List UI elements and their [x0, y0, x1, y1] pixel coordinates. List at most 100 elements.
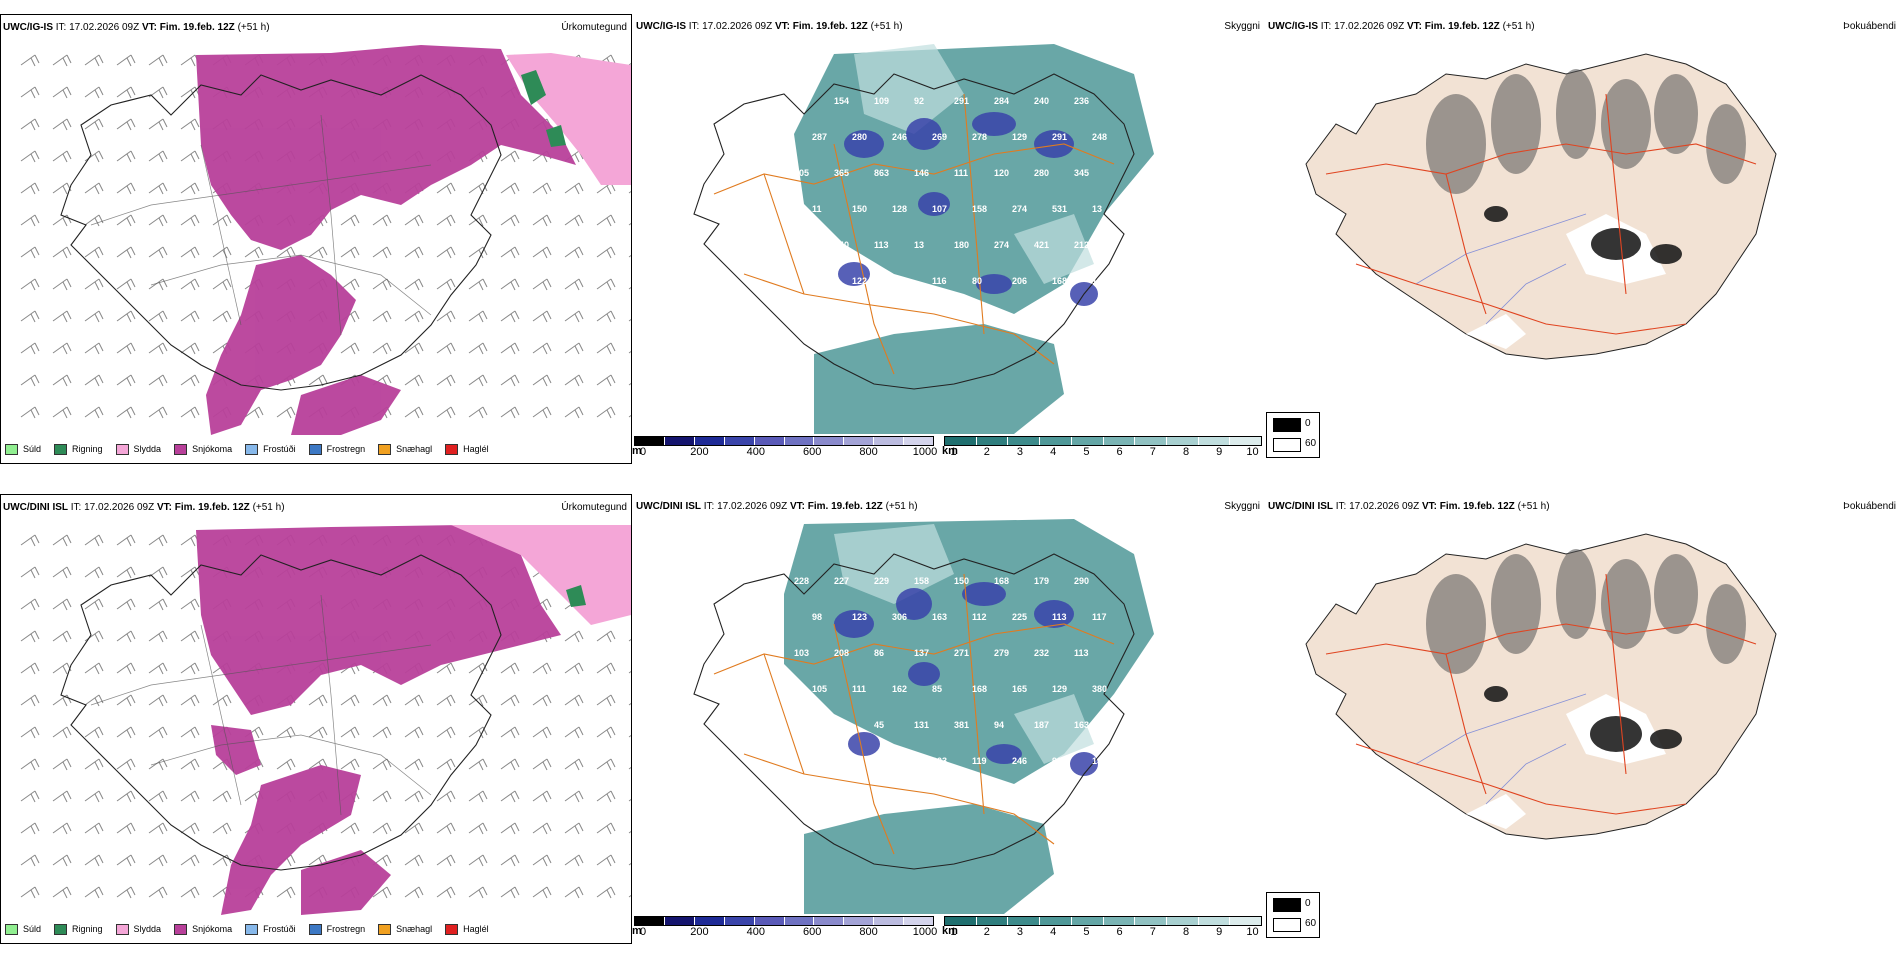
cloud-base-label: 240 — [1034, 96, 1049, 106]
legend-label: Snjókoma — [192, 924, 233, 934]
it-label: IT: — [55, 22, 67, 33]
colorbar-tick: 8 — [1182, 926, 1190, 938]
wind-barb — [20, 822, 40, 835]
wind-barb — [564, 246, 584, 259]
wind-barb — [148, 598, 168, 611]
cloud-base-label: 246 — [892, 132, 907, 142]
wind-barb — [564, 342, 584, 355]
lead-time: (+51 h) — [1502, 21, 1535, 32]
legend-label: Frostregn — [326, 444, 366, 454]
cloud-base-label: 129 — [1052, 684, 1067, 694]
cloud-base-label: 179 — [1034, 576, 1049, 586]
wind-barb — [116, 118, 136, 131]
cloud-base-label: 105 — [812, 684, 827, 694]
wind-barb — [20, 694, 40, 707]
wind-barb — [436, 854, 456, 867]
wind-barb — [148, 854, 168, 867]
sleet-areas — [451, 525, 631, 625]
fog-legend-low: 0 — [1305, 418, 1311, 429]
wind-barb — [404, 214, 424, 227]
colorbar-step — [635, 437, 665, 445]
init-time: 17.02.2026 09Z — [84, 502, 155, 513]
cloud-base-label: 325 — [794, 720, 809, 730]
init-time: 17.02.2026 09Z — [1349, 501, 1420, 512]
wind-barb — [116, 630, 136, 643]
cloud-base-label: 163 — [932, 612, 947, 622]
model-name: UWC/IG-IS — [636, 21, 686, 32]
wind-barb — [20, 598, 40, 611]
visibility-bars — [944, 436, 1262, 446]
wind-barb — [116, 150, 136, 163]
wind-barb — [212, 214, 232, 227]
legend-swatch — [245, 923, 259, 935]
panel-title: UWC/DINI ISL IT: 17.02.2026 09Z VT: Fim.… — [636, 500, 1260, 513]
cloud-base-bars — [634, 436, 934, 446]
wind-barb — [596, 630, 616, 643]
wind-barb — [116, 598, 136, 611]
precip-type-panel-top: UWC/IG-IS IT: 17.02.2026 09Z VT: Fim. 19… — [0, 14, 632, 464]
cloud-base-label: 284 — [994, 96, 1009, 106]
legend-item: Rigning — [54, 923, 103, 935]
wind-barb — [596, 406, 616, 419]
wind-barb — [500, 406, 520, 419]
wind-barb — [436, 214, 456, 227]
cloud-base-label: 107 — [932, 204, 947, 214]
wind-barb — [52, 822, 72, 835]
valid-time: Fim. 19.feb. 12Z — [174, 502, 250, 513]
wind-barb — [148, 278, 168, 291]
cloud-base-labels-bottom: 228 227 229 158 150 168 179 290 98 123 306 163 112 22… — [794, 576, 1107, 802]
fog-panel-top: UWC/IG-IS IT: 17.02.2026 09Z VT: Fim. 19… — [1266, 14, 1900, 464]
legend-item: Haglél — [445, 923, 489, 935]
model-name: UWC/DINI ISL — [1268, 501, 1333, 512]
fog-swatch-high — [1273, 438, 1301, 452]
wind-barb — [372, 790, 392, 803]
cloud-base-label: 131 — [914, 720, 929, 730]
wind-barb — [404, 822, 424, 835]
precip-type-legend: Súld Rigning Slydda Snjókoma Frostúði Frostre… — [5, 441, 502, 457]
rivers — [1415, 213, 1587, 325]
cloud-base-label: 421 — [1034, 240, 1049, 250]
wind-barb — [596, 310, 616, 323]
cloud-base-label: 116 — [932, 276, 947, 286]
wind-barb — [564, 630, 584, 643]
wind-barb — [116, 854, 136, 867]
wind-barb — [180, 342, 200, 355]
wind-barb — [564, 214, 584, 227]
wind-barb — [20, 758, 40, 771]
wind-barb — [500, 790, 520, 803]
wind-barb — [308, 726, 328, 739]
wind-barb — [628, 350, 631, 354]
wind-barb — [532, 182, 552, 195]
cloud-base-label: 182 — [1092, 276, 1107, 286]
wind-barb — [596, 790, 616, 803]
parameter-name: Úrkomutegund — [561, 22, 627, 33]
wind-barb — [52, 886, 72, 899]
cloud-base-label: 111 — [852, 684, 866, 694]
cloud-base-label: 112 — [972, 612, 987, 622]
cloud-base-label: 140 — [834, 240, 849, 250]
wind-barb — [596, 214, 616, 227]
cloud-base-label: 229 — [874, 576, 889, 586]
wind-barb — [148, 182, 168, 195]
visibility-ticks: 1 2 3 4 5 6 7 8 9 10 — [944, 446, 1262, 458]
wind-barb — [148, 630, 168, 643]
wind-barb — [532, 694, 552, 707]
wind-barb — [84, 662, 104, 675]
wind-barb — [84, 566, 104, 579]
wind-barb — [116, 310, 136, 323]
wind-barb — [84, 822, 104, 835]
visibility-bars — [944, 916, 1262, 926]
wind-barb — [596, 278, 616, 291]
legend-label: Haglél — [463, 444, 489, 454]
colorbar-step — [1071, 437, 1104, 445]
wind-barb — [468, 214, 488, 227]
cloud-base-label: 863 — [874, 168, 889, 178]
colorbar-tick: 0 — [639, 446, 647, 458]
wind-barb — [84, 534, 104, 547]
colorbar-tick: 0 — [639, 926, 647, 938]
wind-barb — [404, 886, 424, 899]
wind-barb — [148, 246, 168, 259]
wind-barb — [372, 886, 392, 899]
precip-type-panel-bottom: UWC/DINI ISL IT: 17.02.2026 09Z VT: Fim.… — [0, 494, 632, 944]
colorbar-tick: 200 — [690, 446, 709, 458]
